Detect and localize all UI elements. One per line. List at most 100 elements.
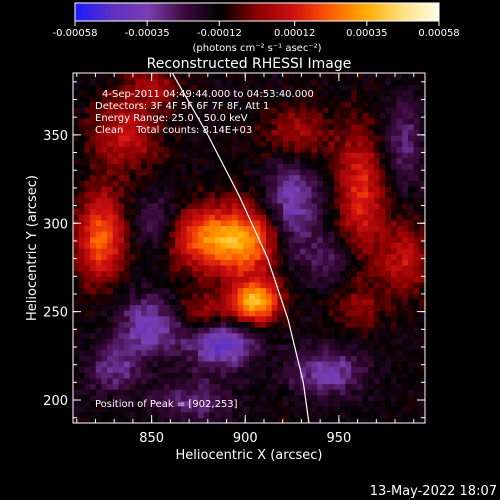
- heatmap-pixel: [175, 180, 182, 187]
- heatmap-pixel: [220, 400, 227, 407]
- heatmap-pixel: [254, 197, 261, 204]
- heatmap-pixel: [385, 236, 392, 243]
- heatmap-pixel: [413, 389, 420, 396]
- heatmap-pixel: [226, 310, 233, 317]
- heatmap-pixel: [362, 163, 369, 170]
- heatmap-pixel: [169, 152, 176, 159]
- heatmap-pixel: [266, 276, 273, 283]
- heatmap-pixel: [300, 293, 307, 300]
- heatmap-pixel: [390, 95, 398, 102]
- heatmap-pixel: [192, 248, 199, 255]
- heatmap-pixel: [220, 417, 227, 423]
- heatmap-pixel: [214, 270, 222, 277]
- heatmap-pixel: [158, 377, 165, 385]
- heatmap-pixel: [118, 321, 125, 328]
- heatmap-pixel: [351, 152, 358, 159]
- heatmap-pixel: [402, 146, 409, 153]
- heatmap-pixel: [237, 146, 244, 153]
- heatmap-pixel: [197, 242, 205, 249]
- heatmap-pixel: [203, 101, 210, 108]
- heatmap-pixel: [266, 236, 273, 243]
- heatmap-pixel: [158, 174, 165, 181]
- heatmap-pixel: [158, 394, 165, 402]
- heatmap-pixel: [339, 157, 347, 164]
- heatmap-pixel: [294, 338, 301, 345]
- heatmap-pixel: [334, 73, 341, 80]
- heatmap-pixel: [317, 152, 324, 159]
- heatmap-pixel: [317, 180, 324, 187]
- heatmap-pixel: [220, 372, 227, 379]
- heatmap-pixel: [317, 214, 324, 221]
- heatmap-pixel: [288, 389, 296, 396]
- heatmap-pixel: [311, 168, 318, 176]
- heatmap-pixel: [90, 242, 97, 249]
- heatmap-pixel: [180, 174, 188, 181]
- heatmap-pixel: [283, 281, 290, 289]
- heatmap-pixel: [237, 101, 244, 108]
- heatmap-pixel: [73, 248, 80, 255]
- heatmap-pixel: [345, 214, 352, 221]
- heatmap-pixel: [407, 174, 415, 181]
- heatmap-pixel: [237, 118, 244, 125]
- heatmap-pixel: [283, 293, 290, 300]
- heatmap-pixel: [220, 140, 227, 147]
- heatmap-pixel: [152, 276, 159, 283]
- heatmap-pixel: [84, 411, 91, 418]
- heatmap-pixel: [339, 106, 347, 114]
- heatmap-pixel: [124, 185, 131, 193]
- heatmap-pixel: [328, 140, 335, 147]
- heatmap-pixel: [197, 129, 205, 136]
- heatmap-pixel: [260, 360, 267, 368]
- heatmap-pixel: [107, 343, 114, 351]
- heatmap-pixel: [152, 259, 159, 266]
- heatmap-pixel: [118, 78, 125, 85]
- heatmap-pixel: [328, 355, 335, 362]
- heatmap-pixel: [95, 327, 102, 334]
- heatmap-pixel: [220, 118, 227, 125]
- heatmap-pixel: [95, 231, 102, 238]
- heatmap-pixel: [203, 389, 210, 396]
- heatmap-pixel: [368, 343, 375, 351]
- heatmap-pixel: [356, 349, 364, 356]
- heatmap-pixel: [214, 355, 222, 362]
- heatmap-pixel: [288, 417, 296, 423]
- heatmap-pixel: [175, 281, 182, 289]
- heatmap-pixel: [294, 231, 301, 238]
- heatmap-pixel: [237, 95, 244, 102]
- heatmap-pixel: [129, 287, 137, 294]
- heatmap-pixel: [254, 315, 261, 322]
- heatmap-pixel: [368, 202, 375, 210]
- heatmap-pixel: [220, 73, 227, 80]
- heatmap-pixel: [379, 197, 386, 204]
- heatmap-pixel: [254, 304, 261, 311]
- heatmap-pixel: [402, 208, 409, 215]
- heatmap-pixel: [379, 281, 386, 289]
- heatmap-pixel: [413, 95, 420, 102]
- heatmap-pixel: [78, 298, 85, 306]
- heatmap-pixel: [180, 287, 188, 294]
- heatmap-pixel: [334, 129, 341, 136]
- heatmap-pixel: [368, 140, 375, 147]
- heatmap-pixel: [169, 236, 176, 243]
- heatmap-pixel: [266, 406, 273, 413]
- heatmap-pixel: [129, 95, 137, 102]
- heatmap-pixel: [385, 140, 392, 147]
- heatmap-pixel: [305, 372, 313, 379]
- heatmap-pixel: [118, 349, 125, 356]
- heatmap-pixel: [266, 185, 273, 193]
- heatmap-pixel: [129, 304, 137, 311]
- heatmap-pixel: [277, 219, 284, 227]
- heatmap-pixel: [311, 338, 318, 345]
- heatmap-pixel: [186, 174, 193, 181]
- heatmap-pixel: [180, 84, 188, 91]
- heatmap-pixel: [141, 343, 148, 351]
- heatmap-pixel: [379, 304, 386, 311]
- heatmap-pixel: [152, 270, 159, 277]
- heatmap-pixel: [266, 225, 273, 232]
- heatmap-pixel: [209, 281, 216, 289]
- heatmap-pixel: [362, 281, 369, 289]
- heatmap-pixel: [209, 157, 216, 164]
- heatmap-pixel: [214, 231, 222, 238]
- heatmap-pixel: [237, 270, 244, 277]
- heatmap-pixel: [146, 89, 154, 97]
